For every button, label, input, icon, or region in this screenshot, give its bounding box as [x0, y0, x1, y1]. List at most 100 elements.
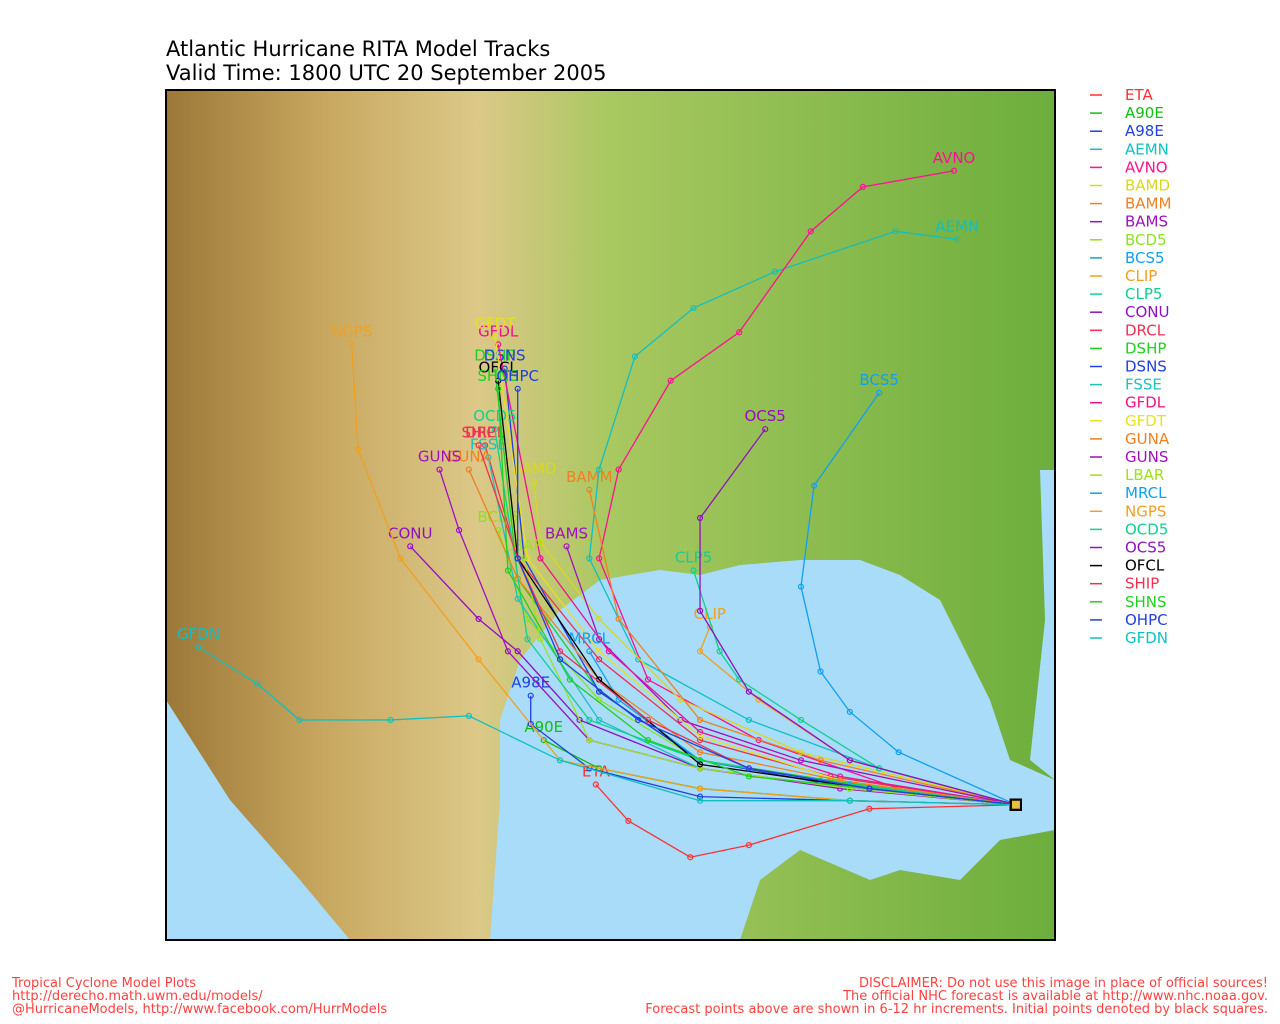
title: Atlantic Hurricane RITA Model Tracks: [166, 37, 550, 61]
model-track: [523, 558, 1016, 806]
footer-text: DISCLAIMER: Do not use this image in pla…: [859, 976, 1268, 991]
forecast-point: [696, 514, 704, 522]
forecast-point: [556, 656, 564, 663]
forecast-point: [866, 785, 873, 792]
forecast-point: [537, 539, 544, 546]
model-track: [588, 489, 1017, 806]
forecast-point: [586, 648, 593, 655]
legend-label: CLIP: [1125, 267, 1157, 285]
legend-label: AVNO: [1125, 158, 1168, 176]
forecast-point: [696, 765, 704, 772]
gulf-of-mexico: [490, 560, 1055, 940]
forecast-point: [596, 716, 603, 724]
forecast-point: [716, 648, 723, 655]
track-label: DSHP: [474, 347, 515, 365]
track-label: ETA: [582, 763, 610, 781]
track-label: GFDL: [478, 322, 519, 340]
forecast-point: [810, 482, 818, 489]
forecast-point: [592, 781, 599, 788]
model-track: [198, 646, 1016, 806]
forecast-point: [355, 446, 362, 453]
model-track: [497, 344, 1017, 806]
legend-label: BAMM: [1125, 195, 1171, 213]
legend-label: LBAR: [1125, 466, 1164, 484]
track-label: DSNS: [484, 347, 526, 365]
forecast-point: [586, 486, 593, 493]
track-label: AVNO: [933, 149, 976, 167]
track-label: OCS5: [744, 407, 785, 425]
forecast-point: [348, 341, 355, 348]
forecast-point: [605, 648, 612, 655]
track-label: SHNS: [477, 367, 519, 385]
forecast-point: [677, 716, 684, 724]
forecast-point: [846, 797, 853, 804]
forecast-point: [491, 365, 498, 372]
forecast-point: [514, 648, 521, 655]
legend-label: NGPS: [1125, 502, 1166, 520]
forecast-point: [696, 785, 704, 792]
track-label: SHIP: [461, 423, 495, 441]
forecast-point: [514, 555, 521, 562]
forecast-point: [615, 466, 622, 473]
legend-label: SHIP: [1125, 575, 1159, 593]
forecast-point: [475, 656, 482, 663]
track-label: MRCL: [569, 629, 611, 647]
forecast-point: [644, 737, 652, 744]
forecast-point: [696, 607, 704, 615]
forecast-point: [596, 615, 603, 623]
forecast-point: [521, 555, 528, 562]
forecast-point: [566, 676, 573, 683]
forecast-point: [556, 757, 564, 764]
forecast-point: [495, 385, 502, 392]
footer-text: @HurricaneModels, http://www.facebook.co…: [12, 1002, 387, 1017]
model-track: [595, 784, 1016, 858]
forecast-point: [501, 365, 508, 372]
legend-label: ETA: [1125, 86, 1153, 104]
legend-label: OFCL: [1125, 557, 1165, 575]
forecast-point: [465, 466, 472, 473]
forecast-point: [537, 636, 544, 643]
legend-label: BAMD: [1125, 177, 1170, 195]
legend-label: CLP5: [1125, 285, 1162, 303]
forecast-point: [195, 644, 202, 651]
forecast-point: [644, 716, 652, 724]
legend-label: BCS5: [1125, 249, 1165, 267]
forecast-point: [576, 716, 583, 724]
footer-text: http://derecho.math.uwm.edu/models/: [12, 989, 263, 1004]
legend-label: SHNS: [1125, 593, 1167, 611]
model-track: [800, 392, 1017, 806]
forecast-point: [797, 757, 805, 764]
forecast-point: [797, 716, 805, 724]
forecast-point: [696, 737, 704, 744]
forecast-point: [563, 543, 570, 550]
forecast-point: [465, 712, 472, 719]
forecast-point: [387, 716, 394, 724]
forecast-point: [859, 183, 866, 191]
forecast-point: [482, 442, 489, 449]
forecast-point: [596, 648, 603, 655]
forecast-point: [475, 442, 482, 449]
forecast-point: [690, 304, 697, 312]
forecast-point: [504, 648, 512, 655]
forecast-point: [736, 329, 743, 336]
forecast-point: [530, 478, 538, 485]
track-label: GFDT: [474, 314, 516, 332]
forecast-point: [596, 656, 603, 663]
legend-label: DSNS: [1125, 358, 1167, 376]
legend: ETAA90EA98EAEMNAVNOBAMDBAMMBAMSBCD5BCS5C…: [1090, 86, 1171, 647]
track-label: GUNS: [418, 448, 461, 466]
track-label: OHPC: [496, 367, 539, 385]
legend-label: MRCL: [1125, 484, 1167, 502]
forecast-point: [696, 732, 704, 740]
forecast-point: [436, 466, 443, 473]
forecast-point: [296, 716, 303, 724]
forecast-point: [745, 688, 752, 695]
forecast-point: [696, 761, 704, 768]
forecast-point: [696, 648, 704, 655]
legend-label: OCD5: [1125, 520, 1168, 538]
forecast-point: [475, 615, 482, 623]
forecast-point: [846, 757, 853, 764]
forecast-point: [514, 595, 521, 602]
legend-label: A90E: [1125, 104, 1164, 122]
